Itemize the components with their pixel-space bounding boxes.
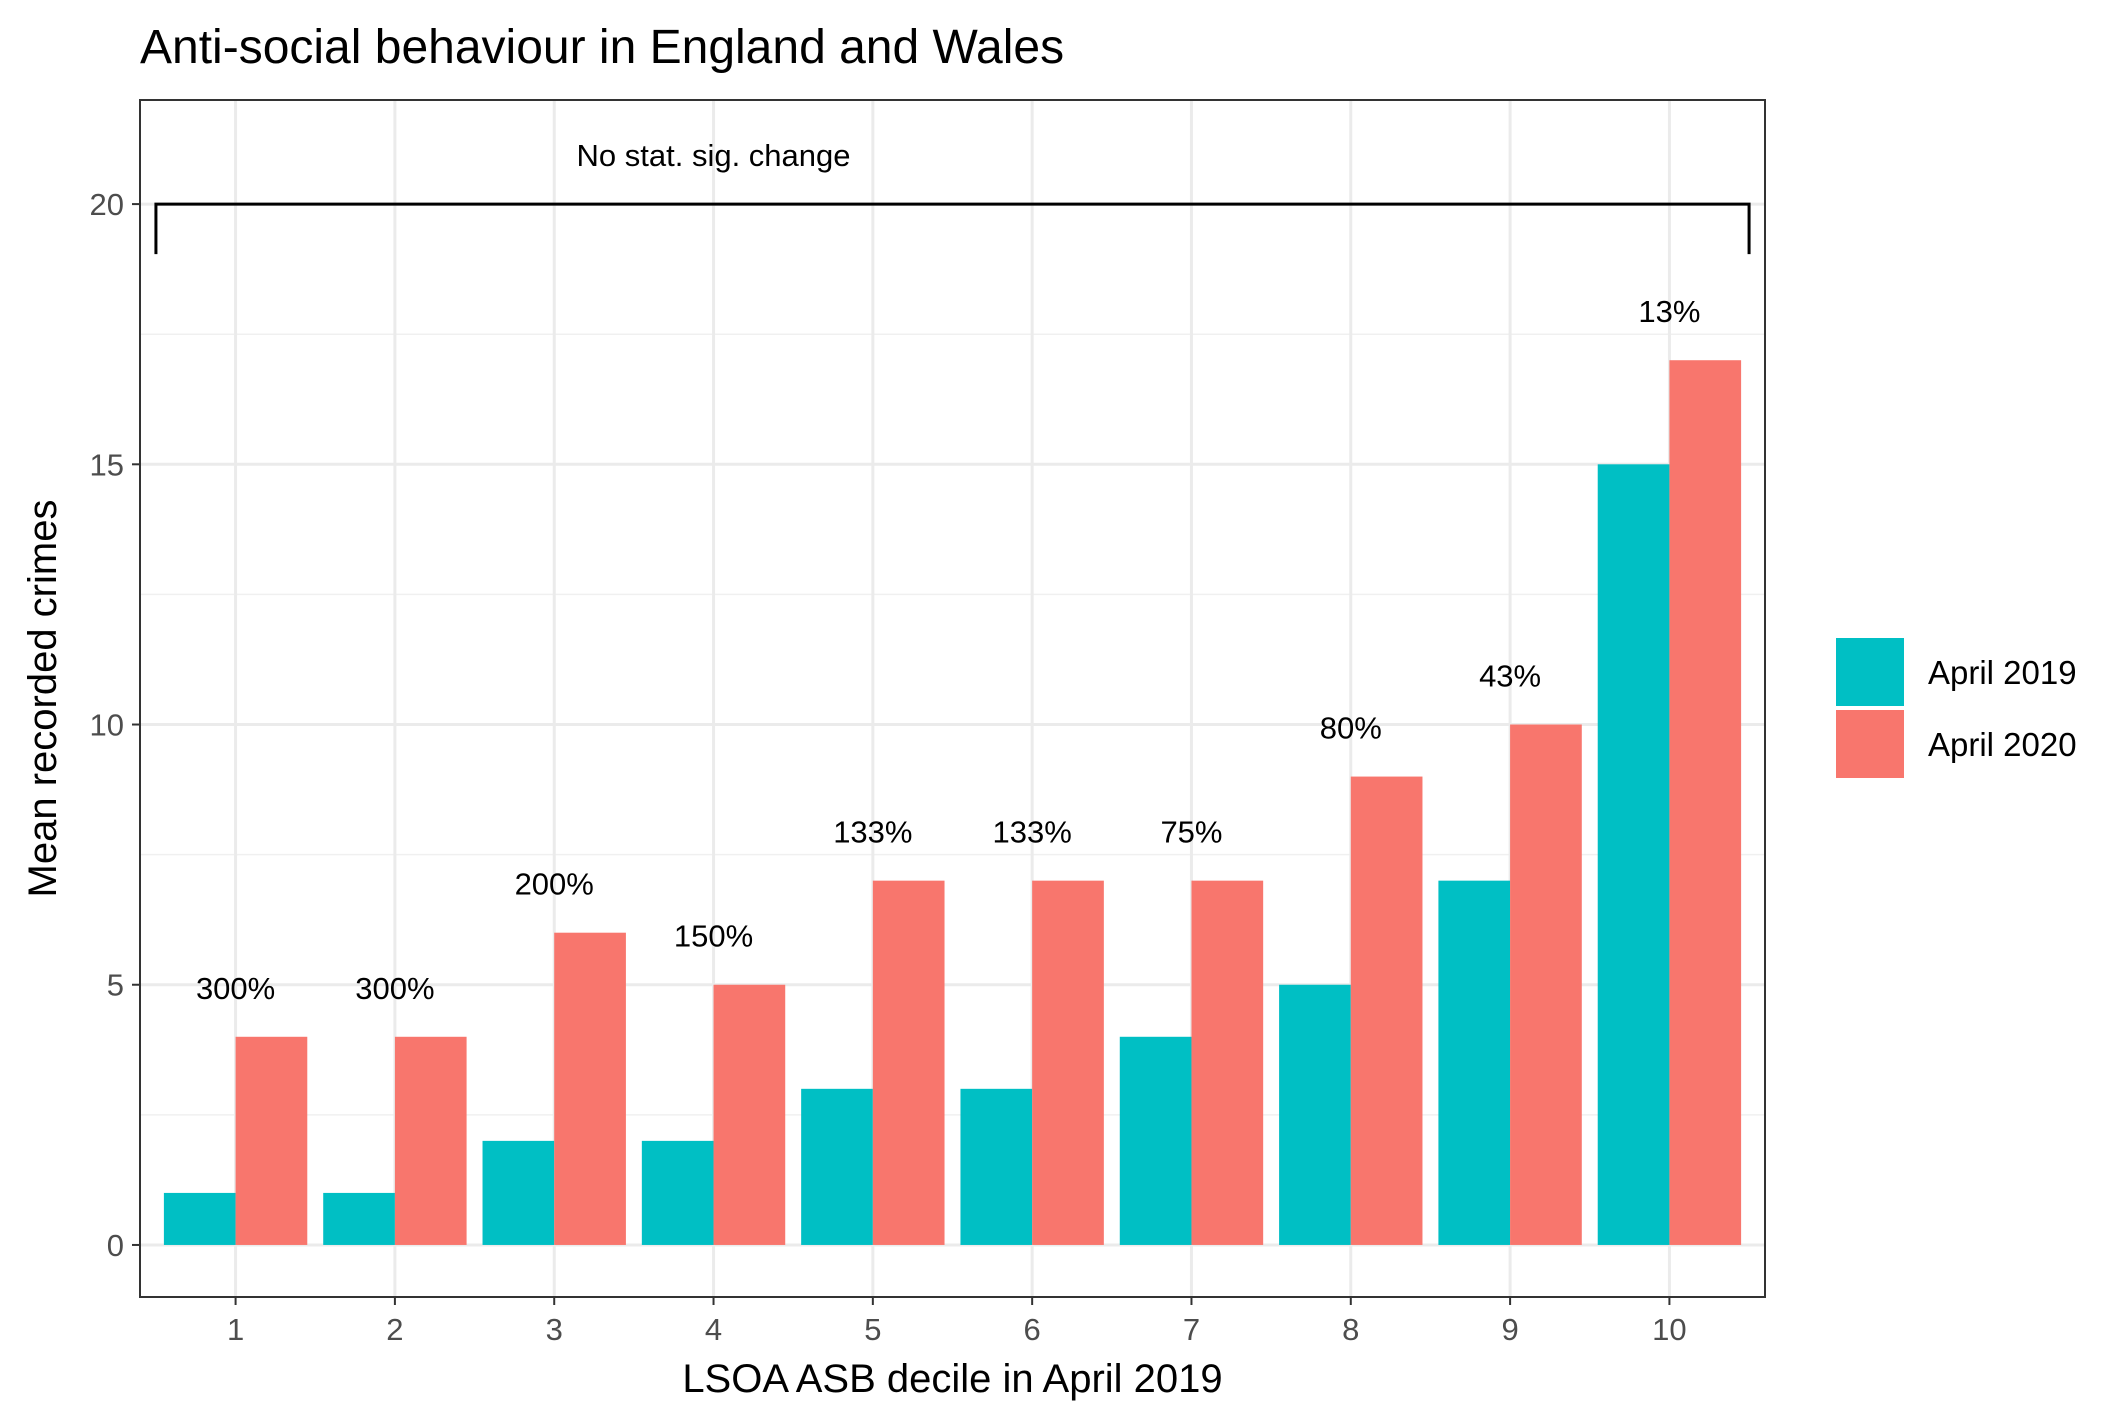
percent-change-label: 150% <box>674 919 753 954</box>
bar-series-2 <box>1510 724 1582 1245</box>
x-tick-label: 5 <box>864 1312 881 1347</box>
x-tick-label: 4 <box>705 1312 722 1347</box>
bar-series-2 <box>872 880 945 1245</box>
percent-change-label: 300% <box>355 971 434 1006</box>
x-tick-label: 2 <box>386 1312 403 1347</box>
x-tick-label: 1 <box>227 1312 244 1347</box>
x-axis-ticks: 1 2 3 4 5 6 7 8 9 10 <box>227 1297 1687 1347</box>
percent-change-label: 80% <box>1320 711 1382 746</box>
bars <box>163 360 1742 1245</box>
significance-bracket: No stat. sig. change <box>154 138 1751 255</box>
bar-series-1 <box>801 1088 873 1245</box>
bar-labels: 300% 300% 200% 150% 133% 133% 75% 80% 43% 13% <box>196 294 1700 1006</box>
bar-series-2 <box>1669 360 1742 1245</box>
percent-change-label: 133% <box>833 815 912 850</box>
percent-change-label: 75% <box>1160 815 1222 850</box>
x-tick-label: 9 <box>1501 1312 1518 1347</box>
bar-series-1 <box>323 1192 395 1245</box>
legend-label: April 2019 <box>1928 654 2077 691</box>
bar-series-1 <box>960 1088 1033 1245</box>
y-axis-ticks: 0 5 10 15 20 <box>90 187 140 1263</box>
bar-series-2 <box>554 932 626 1245</box>
bar-series-2 <box>394 1036 467 1245</box>
percent-change-label: 200% <box>515 867 594 902</box>
x-tick-label: 6 <box>1024 1312 1041 1347</box>
x-tick-label: 3 <box>546 1312 563 1347</box>
percent-change-label: 43% <box>1479 659 1541 694</box>
bar-series-1 <box>641 1140 714 1245</box>
legend-key <box>1836 710 1904 778</box>
bracket-line <box>154 202 1751 255</box>
percent-change-label: 133% <box>993 815 1072 850</box>
x-tick-label: 10 <box>1652 1312 1686 1347</box>
percent-change-label: 13% <box>1638 294 1700 329</box>
legend-key <box>1836 638 1904 706</box>
percent-change-label: 300% <box>196 971 275 1006</box>
legend: April 2019 April 2020 <box>1836 638 2077 778</box>
bar-series-1 <box>1119 1036 1192 1245</box>
legend-label: April 2020 <box>1928 726 2077 763</box>
bar-series-1 <box>1597 464 1670 1245</box>
bar-series-1 <box>1279 984 1351 1245</box>
bar-series-2 <box>235 1036 308 1245</box>
y-tick-label: 10 <box>90 708 124 743</box>
x-tick-label: 7 <box>1183 1312 1200 1347</box>
y-tick-label: 0 <box>107 1228 124 1263</box>
bar-series-2 <box>713 984 786 1245</box>
bar-series-1 <box>163 1192 236 1245</box>
bar-series-1 <box>1438 880 1511 1245</box>
y-tick-label: 20 <box>90 187 124 222</box>
y-tick-label: 5 <box>107 968 124 1003</box>
bar-series-2 <box>1350 776 1423 1245</box>
bar-series-2 <box>1032 880 1104 1245</box>
bar-series-1 <box>482 1140 555 1245</box>
panel-border <box>139 99 1766 1298</box>
y-axis-title: Mean recorded crimes <box>21 500 65 898</box>
bracket-annotation-text: No stat. sig. change <box>577 138 851 173</box>
x-axis-title: LSOA ASB decile in April 2019 <box>682 1357 1222 1401</box>
x-tick-label: 8 <box>1342 1312 1359 1347</box>
y-tick-label: 15 <box>90 447 124 482</box>
chart-title: Anti-social behaviour in England and Wal… <box>140 21 1064 74</box>
bar-series-2 <box>1191 880 1264 1245</box>
